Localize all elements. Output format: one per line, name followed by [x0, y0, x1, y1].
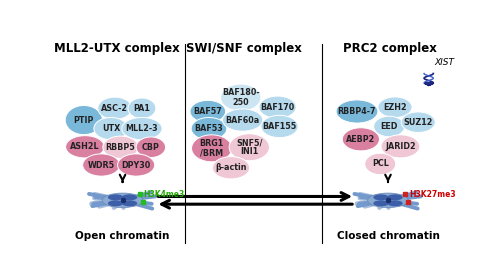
Ellipse shape: [365, 153, 396, 175]
Ellipse shape: [374, 200, 389, 206]
Text: Open chromatin: Open chromatin: [76, 231, 170, 241]
Ellipse shape: [190, 100, 226, 123]
Ellipse shape: [401, 112, 436, 133]
Ellipse shape: [378, 97, 412, 118]
Ellipse shape: [122, 118, 162, 140]
Text: WDR5: WDR5: [88, 160, 115, 170]
Text: PRC2 complex: PRC2 complex: [343, 42, 437, 55]
Ellipse shape: [229, 134, 270, 161]
Text: DPY30: DPY30: [122, 160, 151, 170]
Text: Closed chromatin: Closed chromatin: [336, 231, 440, 241]
Text: ASC-2: ASC-2: [102, 104, 128, 113]
Text: BAF60a: BAF60a: [226, 116, 260, 125]
Ellipse shape: [65, 105, 102, 135]
Text: AEBP2: AEBP2: [346, 135, 376, 144]
Text: MLL2-3: MLL2-3: [126, 124, 158, 133]
Ellipse shape: [98, 97, 132, 120]
Ellipse shape: [336, 100, 378, 123]
Text: H3K27me3: H3K27me3: [409, 190, 456, 199]
Text: EZH2: EZH2: [383, 103, 407, 112]
Ellipse shape: [368, 193, 408, 208]
Text: RBBP5: RBBP5: [106, 143, 136, 152]
Ellipse shape: [381, 135, 420, 158]
Ellipse shape: [261, 115, 298, 138]
Text: PA1: PA1: [134, 104, 150, 113]
Text: XIST: XIST: [434, 58, 454, 66]
Text: BAF180-
250: BAF180- 250: [222, 88, 260, 107]
Text: SNF5/
INI1: SNF5/ INI1: [236, 138, 262, 157]
Ellipse shape: [122, 194, 138, 200]
Ellipse shape: [103, 136, 138, 158]
Ellipse shape: [374, 116, 404, 137]
Text: H3K4me3: H3K4me3: [144, 190, 184, 199]
Ellipse shape: [222, 109, 263, 131]
Text: BAF57: BAF57: [194, 107, 222, 116]
Ellipse shape: [118, 154, 154, 176]
Ellipse shape: [82, 154, 120, 176]
Ellipse shape: [342, 128, 380, 151]
Text: BAF155: BAF155: [262, 122, 296, 131]
Ellipse shape: [128, 98, 156, 118]
Ellipse shape: [191, 118, 227, 140]
Ellipse shape: [387, 200, 402, 206]
Text: SWI/SNF complex: SWI/SNF complex: [186, 42, 302, 55]
Ellipse shape: [220, 84, 261, 111]
Text: ASH2L: ASH2L: [70, 142, 100, 151]
Ellipse shape: [66, 136, 104, 158]
Text: β-actin: β-actin: [216, 163, 247, 172]
Text: MLL2-UTX complex: MLL2-UTX complex: [54, 42, 180, 55]
Text: UTX: UTX: [102, 124, 120, 133]
Ellipse shape: [122, 200, 138, 206]
Ellipse shape: [259, 96, 296, 118]
Text: PCL: PCL: [372, 160, 388, 168]
Ellipse shape: [102, 193, 143, 208]
Ellipse shape: [374, 194, 389, 200]
Text: SUZ12: SUZ12: [404, 118, 433, 127]
Text: CBP: CBP: [142, 143, 160, 152]
Ellipse shape: [387, 194, 402, 200]
Ellipse shape: [108, 200, 124, 206]
Text: RBBP4-7: RBBP4-7: [338, 107, 376, 116]
Text: JARID2: JARID2: [385, 142, 416, 151]
Ellipse shape: [94, 118, 128, 140]
Ellipse shape: [192, 135, 232, 162]
Text: BRG1
/BRM: BRG1 /BRM: [200, 139, 224, 157]
Text: PTIP: PTIP: [74, 116, 94, 125]
Text: BAF170: BAF170: [260, 103, 294, 112]
Text: BAF53: BAF53: [194, 124, 224, 133]
Ellipse shape: [108, 194, 124, 200]
Ellipse shape: [136, 137, 166, 158]
Ellipse shape: [212, 157, 250, 179]
Text: EED: EED: [380, 122, 398, 131]
